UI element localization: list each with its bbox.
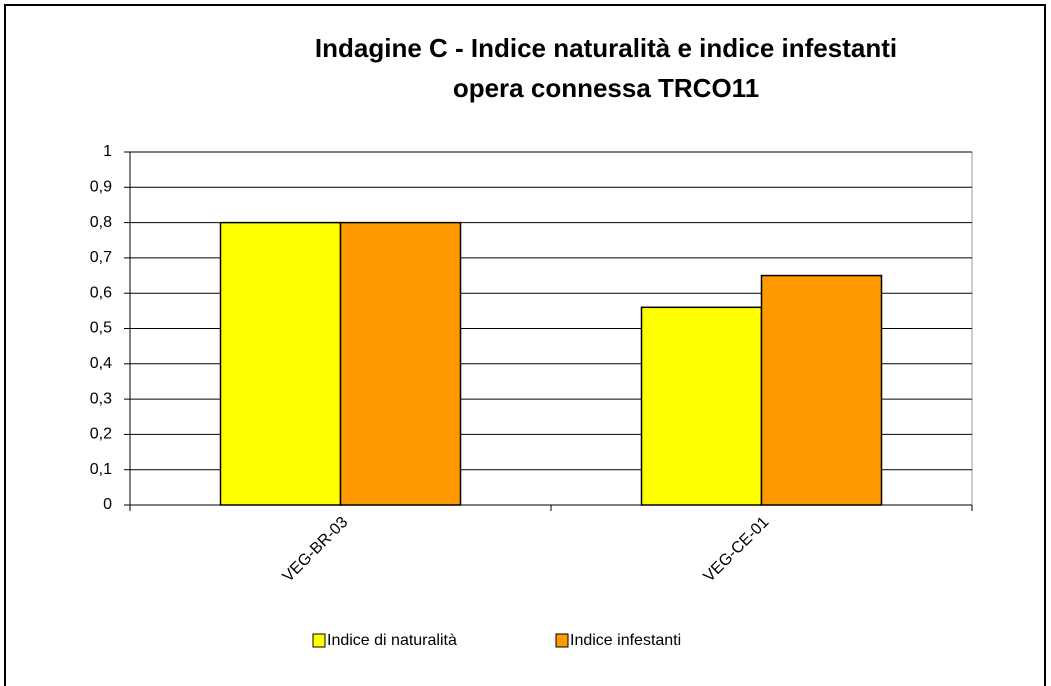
legend-label: Indice di naturalità [327,632,457,649]
legend-swatch [555,633,569,648]
y-tick-label: 0,8 [90,214,112,231]
y-tick-label: 0 [103,496,112,513]
chart-title: opera connessa TRCO11 [453,73,759,103]
y-tick-label: 1 [103,143,112,160]
y-tick-label: 0,5 [90,320,112,337]
y-tick-label: 0,3 [90,390,112,407]
y-tick-label: 0,4 [90,355,112,372]
bar [760,274,883,506]
legend-label: Indice infestanti [570,632,681,649]
y-tick-label: 0,1 [90,461,112,478]
chart-title: Indagine C - Indice naturalità e indice … [315,33,897,63]
y-tick-label: 0,7 [90,249,112,266]
legend-swatch [312,633,326,648]
bar [219,221,342,506]
bar [640,306,763,506]
y-tick-label: 0,2 [90,426,112,443]
bar [339,221,462,506]
y-tick-label: 0,6 [90,284,112,301]
y-tick-label: 0,9 [90,179,112,196]
